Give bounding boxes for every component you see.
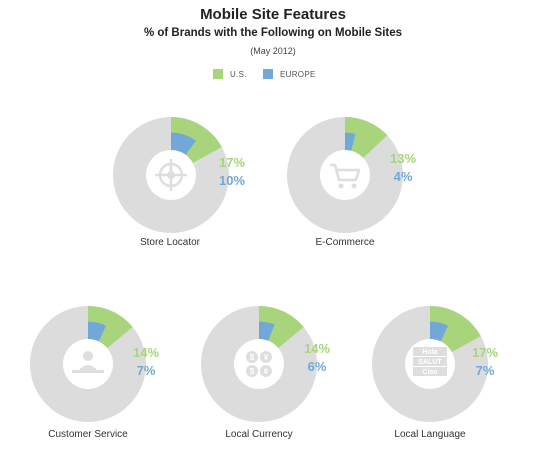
chart-title: Mobile Site Features: [200, 6, 346, 23]
donut-panel-local-language: Hola SALUT Ciao 17% 7% Local Language: [372, 306, 498, 440]
chart-subtitle: % of Brands with the Following on Mobile…: [143, 27, 403, 39]
value-label-us: 14%: [304, 341, 330, 356]
donut-panel-local-currency: $ ¥ $ ¢ 14% 6% Local Currency: [201, 306, 330, 440]
donut-panel-store-locator: 17% 10% Store Locator: [113, 117, 245, 248]
crosshair-icon: [155, 159, 187, 191]
legend-label-us: U.S.: [230, 69, 247, 79]
panel-label: Local Language: [394, 429, 466, 440]
svg-text:¥: ¥: [264, 353, 269, 362]
legend-swatch-europe: [263, 69, 273, 79]
value-label-us: 17%: [472, 345, 498, 360]
legend: U.S. EUROPE: [0, 69, 546, 83]
chart-date-note: (May 2012): [250, 46, 296, 56]
value-label-europe: 7%: [476, 363, 495, 378]
donut-panel-customer-service: 14% 7% Customer Service: [30, 306, 159, 440]
svg-text:Hola: Hola: [422, 349, 437, 356]
donut-hole: [63, 339, 113, 389]
svg-text:¢: ¢: [264, 367, 269, 376]
svg-text:Ciao: Ciao: [422, 369, 437, 376]
svg-text:$: $: [250, 353, 255, 362]
legend-label-europe: EUROPE: [280, 69, 316, 79]
value-label-us: 13%: [390, 151, 416, 166]
donut-hole: [320, 150, 370, 200]
panel-label: Local Currency: [225, 429, 292, 440]
svg-text:$: $: [250, 367, 255, 376]
panel-label: Store Locator: [140, 237, 201, 248]
panel-label: E-Commerce: [316, 237, 375, 248]
person-at-desk-icon: [72, 351, 104, 373]
value-label-europe: 4%: [394, 169, 413, 184]
value-label-europe: 7%: [137, 363, 156, 378]
shopping-cart-icon: [330, 163, 361, 189]
donut-hole: [234, 339, 284, 389]
value-label-us: 14%: [133, 345, 159, 360]
svg-text:SALUT: SALUT: [418, 359, 442, 366]
legend-item-europe: EUROPE: [263, 69, 316, 79]
value-label-us: 17%: [219, 155, 245, 170]
currency-coins-icon: $ ¥ $ ¢: [246, 351, 272, 377]
panel-label: Customer Service: [48, 429, 128, 440]
legend-item-us: U.S.: [213, 69, 247, 79]
legend-swatch-us: [213, 69, 223, 79]
greeting-words-icon: Hola SALUT Ciao: [413, 347, 447, 376]
donut-panel-e-commerce: 13% 4% E-Commerce: [287, 117, 416, 248]
value-label-europe: 10%: [219, 173, 245, 188]
value-label-europe: 6%: [308, 359, 327, 374]
